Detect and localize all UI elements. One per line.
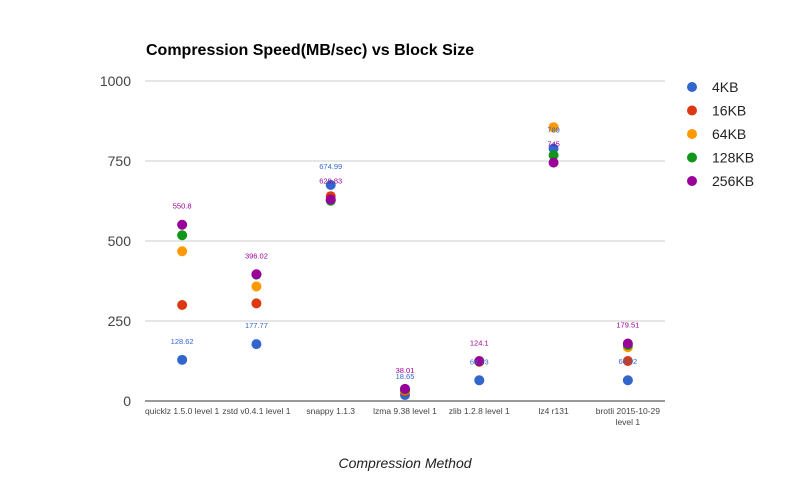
data-point <box>251 339 262 350</box>
data-label: 674.99 <box>319 162 342 171</box>
data-label: 124.1 <box>470 338 489 347</box>
legend-label: 256KB <box>712 173 754 189</box>
x-axis-ticks: quicklz 1.5.0 level 1 zstd v0.4.1 level 1… <box>145 406 660 427</box>
y-tick-label: 750 <box>108 153 132 169</box>
x-axis-label: Compression Method <box>338 455 472 471</box>
data-point <box>474 375 485 386</box>
data-point <box>177 354 188 365</box>
legend-label: 16KB <box>712 103 746 119</box>
x-tick-label: lz4 r131 <box>538 406 569 416</box>
legend-label: 64KB <box>712 126 746 142</box>
data-point <box>177 219 188 230</box>
x-tick-label: zlib 1.2.8 level 1 <box>449 406 510 416</box>
legend-label: 4KB <box>712 79 738 95</box>
data-label: 18.65 <box>396 372 415 381</box>
legend: 4KB 16KB 64KB 128KB 256KB <box>687 79 754 189</box>
data-label: 396.02 <box>245 251 268 260</box>
legend-label: 128KB <box>712 150 754 166</box>
data-label: 64.92 <box>618 357 637 366</box>
data-point <box>548 157 559 168</box>
data-point <box>474 356 485 367</box>
x-tick-label: zstd v0.4.1 level 1 <box>222 406 290 416</box>
grid <box>145 80 665 402</box>
data-point <box>400 383 410 394</box>
x-tick-label: quicklz 1.5.0 level 1 <box>145 406 219 416</box>
y-tick-label: 0 <box>123 393 131 409</box>
legend-marker <box>687 152 697 163</box>
data-label: 38.01 <box>396 366 415 375</box>
y-tick-label: 500 <box>108 233 132 249</box>
chart-title: Compression Speed(MB/sec) vs Block Size <box>146 42 474 59</box>
legend-marker <box>687 82 697 92</box>
data-point <box>325 194 336 205</box>
data-point <box>177 246 188 257</box>
x-tick-label: lzma 9.38 level 1 <box>373 406 437 416</box>
data-point <box>177 300 188 310</box>
data-point <box>622 375 633 386</box>
x-tick-label: brotli 2015-10-29 level 1 <box>596 406 661 427</box>
data-label: 177.77 <box>245 321 268 330</box>
data-label: 64.73 <box>470 357 489 366</box>
data-label: 629.83 <box>319 176 342 185</box>
data-label: 745 <box>547 140 560 149</box>
data-point <box>622 338 633 349</box>
data-point <box>325 180 336 191</box>
y-tick-label: 250 <box>108 313 132 329</box>
data-label: 550.8 <box>173 202 192 211</box>
data-labels: 128.62 550.8 177.77 396.02 674.99 629.83 38.01… <box>171 126 640 382</box>
data-points <box>177 122 633 401</box>
data-label: 128.62 <box>171 337 194 346</box>
data-point <box>622 356 633 366</box>
data-point <box>548 150 559 161</box>
data-point <box>251 298 262 309</box>
data-label: 789 <box>547 126 560 135</box>
data-point <box>251 281 262 292</box>
data-point <box>177 230 188 241</box>
y-axis-ticks: 0 250 500 750 1000 <box>100 73 131 409</box>
x-tick-label: snappy 1.1.3 <box>306 406 355 416</box>
legend-marker <box>687 129 697 139</box>
legend-marker <box>687 176 697 186</box>
data-label: 179.51 <box>616 321 639 330</box>
data-point <box>548 122 559 133</box>
legend-marker <box>687 105 697 116</box>
y-tick-label: 1000 <box>100 73 131 89</box>
data-point <box>251 269 262 280</box>
